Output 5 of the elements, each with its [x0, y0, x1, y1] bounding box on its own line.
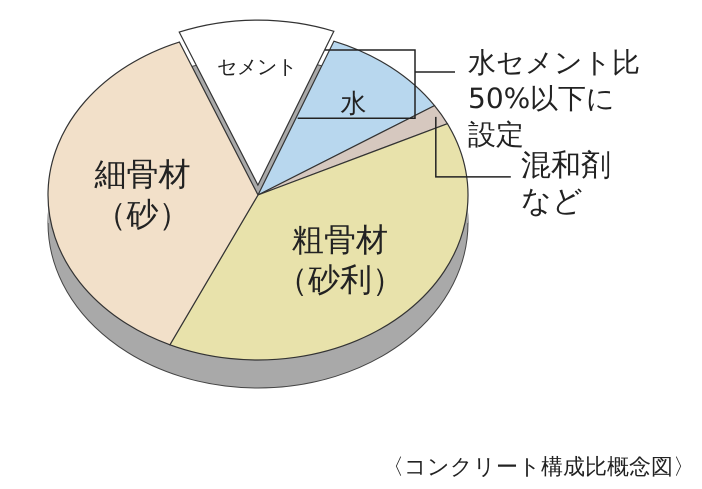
slice-label: 粗骨材（砂利）: [276, 220, 404, 299]
slice-label: 水: [340, 89, 367, 120]
text: 〈コンクリート構成比概念図〉: [382, 455, 695, 480]
slice-label: 細骨材（砂）: [94, 154, 191, 233]
slice-label: セメント: [216, 54, 297, 78]
